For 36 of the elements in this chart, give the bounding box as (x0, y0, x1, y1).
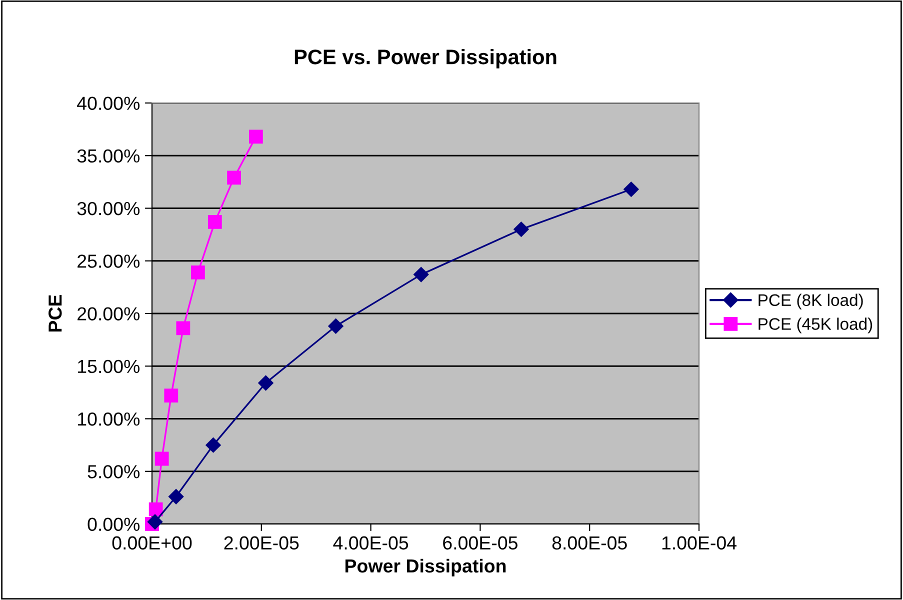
point (168, 489, 184, 504)
point (148, 502, 163, 516)
point (154, 452, 169, 466)
point (258, 375, 274, 391)
x-tick-label: 2.00E-05 (224, 536, 299, 550)
point (624, 182, 639, 197)
y-axis-title: PCE (48, 294, 62, 332)
y-tick-label: 0.00% (88, 518, 140, 531)
x-tick-label: 6.00E-05 (443, 536, 518, 550)
point (147, 514, 163, 530)
point (414, 266, 429, 282)
point (514, 222, 529, 237)
x-tick-label: 1.00E-04 (662, 536, 737, 550)
y-tick-label: 40.00% (77, 96, 140, 110)
point (206, 437, 221, 453)
y-tick-label: 5.00% (88, 465, 140, 478)
legend-label: PCE (8K load) (758, 294, 863, 310)
point (328, 318, 344, 334)
point (164, 388, 178, 403)
y-tick-label: 30.00% (77, 202, 140, 216)
legend-label: PCE (45K load) (758, 318, 872, 334)
x-axis-title: Power Dissipation (345, 558, 506, 576)
point (208, 214, 222, 229)
x-tick-label: 4.00E-05 (333, 536, 408, 550)
y-tick-label: 25.00% (78, 254, 140, 268)
point (191, 266, 205, 280)
x-tick-label: 0.00E+00 (112, 536, 192, 550)
x-tick-label: 8.00E-05 (552, 536, 627, 550)
chart-title: PCE vs. Power Dissipation (294, 49, 556, 68)
y-tick-label: 15.00% (78, 360, 140, 374)
point (227, 170, 241, 185)
point (176, 321, 190, 336)
y-tick-label: 35.00% (77, 149, 140, 163)
y-tick-label: 20.00% (78, 307, 140, 320)
point (248, 130, 263, 144)
y-tick-label: 10.00% (78, 412, 140, 426)
